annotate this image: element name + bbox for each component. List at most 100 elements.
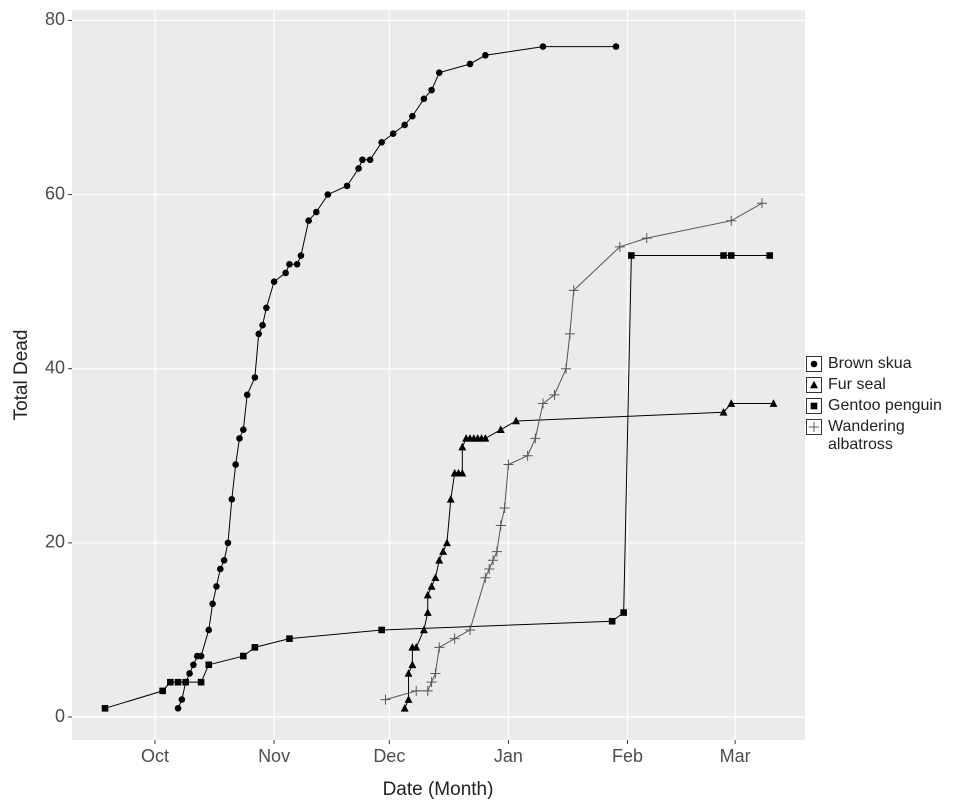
point [449, 633, 460, 644]
point [389, 130, 397, 137]
y-tick-label: 60 [45, 183, 65, 203]
point [608, 617, 616, 625]
point [422, 685, 433, 696]
point [282, 269, 289, 277]
point [412, 643, 421, 651]
point [434, 642, 445, 653]
point [359, 156, 366, 164]
point [641, 233, 652, 244]
point [216, 565, 224, 573]
point [427, 582, 436, 590]
legend-label: Fur seal [828, 376, 886, 393]
legend-item: Fur seal [806, 376, 956, 394]
point [466, 60, 474, 68]
point [435, 555, 444, 564]
point [236, 435, 243, 442]
point [209, 600, 216, 608]
point [228, 496, 236, 503]
point [488, 555, 499, 566]
x-tick-label: Oct [141, 746, 169, 766]
point [766, 252, 773, 259]
point [628, 252, 635, 259]
series-line [385, 202, 763, 701]
legend-item: Wandering albatross [806, 418, 956, 454]
point [612, 43, 620, 50]
point [286, 635, 293, 642]
point [205, 661, 213, 669]
point [411, 685, 422, 696]
legend: Brown skua Fur seal Gentoo penguin Wanderin… [806, 355, 956, 457]
point [240, 426, 247, 433]
point [404, 695, 413, 703]
point [503, 459, 514, 470]
legend-item: Brown skua [806, 355, 956, 373]
legend-key [806, 377, 822, 393]
point [810, 360, 818, 368]
legend-key [806, 398, 822, 414]
point [251, 644, 259, 651]
legend-label: Brown skua [828, 355, 912, 372]
point [512, 416, 521, 425]
y-tick-label: 0 [55, 706, 65, 726]
point [458, 468, 467, 477]
point [293, 260, 301, 268]
point [568, 285, 579, 296]
point [564, 328, 575, 339]
point [537, 398, 548, 409]
panel [72, 10, 805, 740]
point [186, 670, 193, 677]
point [561, 363, 572, 374]
point [378, 139, 385, 146]
point [726, 215, 737, 226]
point [366, 156, 374, 164]
point [727, 399, 736, 407]
point [409, 112, 416, 120]
point [458, 442, 467, 451]
point [430, 668, 441, 679]
point [423, 608, 432, 616]
point [240, 652, 247, 660]
x-tick-label: Jan [494, 746, 523, 766]
point [522, 450, 533, 461]
y-axis-title: Total Dead [11, 330, 32, 421]
point [446, 495, 455, 503]
point [232, 461, 239, 468]
point [428, 86, 435, 94]
point [263, 304, 270, 312]
x-tick-label: Mar [720, 746, 751, 766]
point [482, 51, 489, 59]
point [259, 321, 266, 329]
legend-item: Gentoo penguin [806, 397, 956, 415]
x-tick-label: Feb [612, 746, 643, 766]
point [620, 609, 627, 616]
point [167, 678, 174, 686]
point [484, 563, 495, 574]
point [491, 546, 502, 557]
point [423, 590, 432, 599]
point [243, 391, 251, 399]
point [810, 402, 818, 410]
point [614, 241, 625, 252]
point [769, 399, 778, 407]
point [720, 252, 727, 259]
point [439, 547, 448, 555]
point [756, 198, 767, 209]
point [719, 407, 728, 416]
point [159, 687, 166, 695]
point [297, 252, 305, 259]
point [220, 556, 228, 564]
point [727, 252, 735, 259]
y-tick-label: 20 [45, 532, 65, 552]
point [530, 433, 541, 444]
point [419, 625, 428, 634]
point [480, 572, 491, 583]
point [178, 696, 186, 703]
point [313, 208, 320, 216]
point [190, 661, 197, 669]
point [481, 434, 490, 442]
point [408, 660, 417, 669]
point [465, 624, 476, 635]
point [426, 677, 437, 688]
legend-label: Gentoo penguin [828, 397, 942, 414]
